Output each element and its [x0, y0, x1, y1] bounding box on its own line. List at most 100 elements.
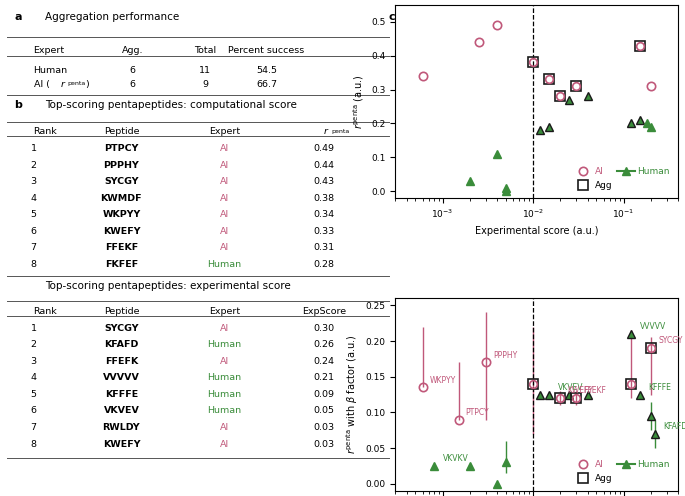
- Text: Rank: Rank: [34, 127, 58, 136]
- Text: PPPHY: PPPHY: [103, 161, 139, 170]
- Text: Peptide: Peptide: [103, 308, 139, 316]
- Text: r: r: [60, 80, 64, 89]
- Text: KWMDF: KWMDF: [101, 193, 142, 202]
- Text: 0.33: 0.33: [313, 227, 334, 236]
- Text: FFEKF: FFEKF: [584, 386, 606, 395]
- Text: penta: penta: [332, 129, 349, 134]
- Text: Human: Human: [208, 390, 242, 399]
- Text: a: a: [14, 12, 22, 22]
- Text: 4: 4: [31, 373, 36, 382]
- Text: r: r: [324, 127, 327, 136]
- Text: Agg.: Agg.: [122, 46, 144, 55]
- Text: WKPYY: WKPYY: [429, 375, 456, 384]
- Text: Expert: Expert: [209, 308, 240, 316]
- Text: AI: AI: [220, 161, 229, 170]
- Y-axis label: $r^{\rm penta}$ (a.u.): $r^{\rm penta}$ (a.u.): [351, 74, 366, 129]
- Text: SYCGY: SYCGY: [104, 324, 138, 333]
- Text: KWEFY: KWEFY: [568, 386, 594, 395]
- Text: 0.49: 0.49: [313, 144, 334, 153]
- Text: 54.5: 54.5: [256, 65, 277, 75]
- Text: AI: AI: [220, 439, 229, 448]
- Text: RWLDY: RWLDY: [103, 423, 140, 432]
- Text: Rank: Rank: [34, 308, 58, 316]
- Text: 0.34: 0.34: [313, 210, 334, 219]
- Text: 2: 2: [31, 161, 36, 170]
- Text: AI: AI: [220, 243, 229, 252]
- Text: 2: 2: [31, 340, 36, 349]
- Text: 0.31: 0.31: [313, 243, 334, 252]
- Text: VKVKV: VKVKV: [443, 454, 469, 463]
- Text: VKVEV: VKVEV: [103, 406, 139, 416]
- Text: 0.28: 0.28: [313, 260, 334, 269]
- Text: KFAFD: KFAFD: [663, 422, 685, 431]
- Text: 66.7: 66.7: [256, 80, 277, 89]
- Y-axis label: $r^{\rm penta}$ with $\beta$ factor (a.u.): $r^{\rm penta}$ with $\beta$ factor (a.u…: [344, 335, 360, 454]
- Text: SYCGY: SYCGY: [104, 177, 138, 186]
- Text: AI: AI: [220, 144, 229, 153]
- Text: 6: 6: [31, 406, 36, 416]
- Text: 11: 11: [199, 65, 212, 75]
- Text: AI: AI: [220, 423, 229, 432]
- Text: FFEFK: FFEFK: [105, 357, 138, 366]
- Text: Top-scoring pentapeptides: experimental score: Top-scoring pentapeptides: experimental …: [45, 281, 290, 291]
- Text: b: b: [14, 100, 23, 110]
- Text: AI: AI: [220, 324, 229, 333]
- Text: 1: 1: [31, 324, 36, 333]
- Text: 0.44: 0.44: [313, 161, 334, 170]
- Text: KWEFY: KWEFY: [103, 227, 140, 236]
- Text: Expert: Expert: [34, 46, 64, 55]
- Text: KFFFE: KFFFE: [105, 390, 138, 399]
- Text: ExpScore: ExpScore: [301, 308, 346, 316]
- Text: KWEFY: KWEFY: [103, 439, 140, 448]
- Text: Aggregation performance: Aggregation performance: [45, 12, 179, 22]
- Text: 0.24: 0.24: [313, 357, 334, 366]
- Text: Human: Human: [208, 340, 242, 349]
- Text: penta: penta: [67, 81, 86, 86]
- Legend: AI, Agg, Human: AI, Agg, Human: [570, 164, 673, 193]
- Text: 8: 8: [31, 260, 36, 269]
- Text: 9: 9: [202, 80, 208, 89]
- Text: 0.03: 0.03: [313, 423, 334, 432]
- Text: Top-scoring pentapeptides: computational score: Top-scoring pentapeptides: computational…: [45, 100, 297, 110]
- Text: VVVVV: VVVVV: [103, 373, 140, 382]
- Text: Human: Human: [208, 260, 242, 269]
- Text: 0.03: 0.03: [313, 439, 334, 448]
- Text: 5: 5: [31, 210, 36, 219]
- Text: 0.05: 0.05: [313, 406, 334, 416]
- Text: VVVVV: VVVVV: [640, 322, 666, 331]
- Text: PPPHY: PPPHY: [493, 351, 517, 360]
- Text: Percent success: Percent success: [228, 46, 305, 55]
- Text: 1: 1: [31, 144, 36, 153]
- Text: AI: AI: [220, 210, 229, 219]
- X-axis label: Experimental score (a.u.): Experimental score (a.u.): [475, 226, 599, 236]
- Text: 7: 7: [31, 423, 36, 432]
- Text: PTPCY: PTPCY: [104, 144, 138, 153]
- Text: FKFEF: FKFEF: [105, 260, 138, 269]
- Text: Peptide: Peptide: [103, 127, 139, 136]
- Text: WKPYY: WKPYY: [102, 210, 140, 219]
- Text: SYCGY: SYCGY: [658, 336, 682, 345]
- Text: 0.30: 0.30: [313, 324, 334, 333]
- Text: Al (: Al (: [34, 80, 49, 89]
- Text: 3: 3: [31, 177, 36, 186]
- Text: Human: Human: [34, 65, 68, 75]
- Text: 8: 8: [31, 439, 36, 448]
- Text: Expert: Expert: [209, 127, 240, 136]
- Text: 7: 7: [31, 243, 36, 252]
- Text: c: c: [388, 12, 395, 22]
- Legend: AI, Agg, Human: AI, Agg, Human: [570, 457, 673, 487]
- Text: 4: 4: [31, 193, 36, 202]
- Text: 3: 3: [31, 357, 36, 366]
- Text: AI: AI: [220, 227, 229, 236]
- Text: 0.43: 0.43: [313, 177, 334, 186]
- Text: 6: 6: [130, 80, 136, 89]
- Text: PTPCY: PTPCY: [466, 408, 489, 417]
- Text: AI: AI: [220, 193, 229, 202]
- Text: FFEKF: FFEKF: [105, 243, 138, 252]
- Text: 5: 5: [31, 390, 36, 399]
- Text: 6: 6: [31, 227, 36, 236]
- Text: KFFFE: KFFFE: [649, 383, 671, 392]
- Text: 0.21: 0.21: [313, 373, 334, 382]
- Text: 0.38: 0.38: [313, 193, 334, 202]
- Text: AI: AI: [220, 357, 229, 366]
